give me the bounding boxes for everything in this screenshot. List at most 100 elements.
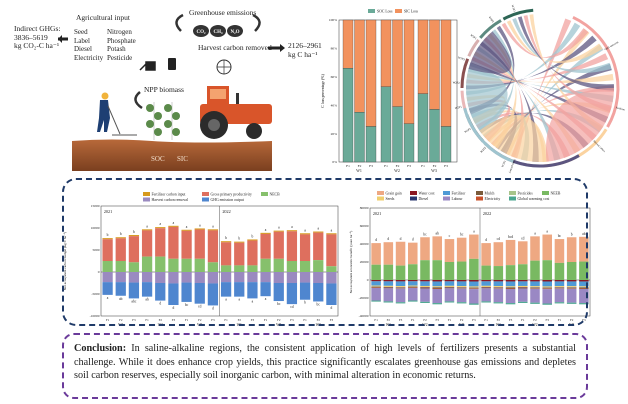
legend-label: Pesticides <box>518 192 534 196</box>
bar-grain-gain <box>420 237 430 261</box>
bar-fertilizer-cost <box>530 281 540 287</box>
bar-harvest-removal <box>155 272 166 283</box>
gas-cloud-icon <box>210 25 226 37</box>
bar-necb <box>141 256 153 272</box>
legend-label: Electricity <box>485 197 501 201</box>
wheel-hub <box>208 119 220 131</box>
bar-neeb <box>395 265 406 280</box>
bar-neeb <box>420 260 430 280</box>
significance-letter: abc <box>131 299 136 303</box>
bar-labour-cost <box>371 287 381 301</box>
chord-segment-label: W2F2 <box>453 81 461 84</box>
bar-fertilizer-cost <box>383 281 394 286</box>
significance-letter: a <box>265 297 267 301</box>
y-tick-label: 15000 <box>91 204 100 208</box>
bar-ghg-emission <box>141 282 153 297</box>
bar-harvest-removal <box>141 272 153 283</box>
y-tick-label: 20% <box>331 132 338 136</box>
y-tick-label: -20000 <box>359 296 369 300</box>
legend-label: Diesel <box>419 197 429 201</box>
significance-letter: b <box>252 234 254 238</box>
significance-letter: d <box>173 306 175 310</box>
legend-swatch <box>443 191 450 195</box>
bar-sic-loss <box>417 19 429 94</box>
sic-label: SIC <box>177 155 188 163</box>
bar-seeds-cost <box>371 285 381 287</box>
conclusion-label: Conclusion: <box>74 343 127 354</box>
x-tick-label: F1 <box>421 164 425 168</box>
bar-water-cost <box>566 280 577 282</box>
bar-grain-gain <box>408 242 418 265</box>
bar-harvest-removal <box>313 272 324 283</box>
bar-gpp <box>273 231 284 259</box>
chord-ribbon <box>506 20 603 64</box>
bar-water-cost <box>408 280 418 282</box>
bar-fertilizer-cost <box>554 281 565 287</box>
tractor-front-wheel <box>246 123 262 139</box>
bar-soc-loss <box>392 106 403 163</box>
bar-fertilizer-cost <box>395 281 406 287</box>
bar-fertilizer-carbon <box>141 229 153 231</box>
bar-gwc-cost <box>408 300 418 302</box>
bar-neeb <box>383 264 394 280</box>
bar-sic-loss <box>354 19 365 113</box>
harvest-label: Harvest carbon removed <box>198 43 272 52</box>
y-tick-label: 0 <box>367 278 369 282</box>
legend-label: Mulch <box>485 192 495 196</box>
significance-letter: d <box>212 306 214 310</box>
x-tick-label: F1 <box>411 318 415 322</box>
y-tick-label: 10000 <box>91 226 100 230</box>
bar-labour-cost <box>579 288 589 304</box>
chord-ribbon <box>466 62 508 131</box>
chord-segment-label: Gross primary <box>508 159 516 175</box>
bar-gwc-cost <box>554 302 565 304</box>
legend-swatch <box>476 191 483 195</box>
bar-neeb <box>481 265 491 280</box>
x-tick-label: F3 <box>172 318 176 322</box>
bar-fertilizer-carbon <box>313 231 324 233</box>
bar-gwc-cost <box>456 302 467 304</box>
bar-soc-loss <box>354 112 365 163</box>
legend-swatch <box>509 191 516 195</box>
bar-necb <box>168 258 179 272</box>
bar-neeb <box>456 261 467 280</box>
bar-labour-cost <box>505 288 516 304</box>
bar-grain-gain <box>444 239 455 262</box>
bar-gwc-cost <box>469 303 479 305</box>
plant-leaf <box>172 128 180 136</box>
npp-arrow-icon <box>134 91 143 110</box>
bar-harvest-removal <box>207 272 219 284</box>
input-item: Pesticide <box>107 53 133 62</box>
y-axis-title: Net ecosystem carbon budget (kg C ha⁻¹) <box>63 231 67 290</box>
bar-neeb <box>542 260 552 280</box>
input-item: Seed <box>74 28 88 36</box>
bar-fertilizer-carbon <box>326 233 337 235</box>
significance-letter: ab <box>145 298 149 302</box>
legend-swatch <box>261 192 268 196</box>
bar-ghg-emission <box>168 283 179 305</box>
bar-water-cost <box>542 280 552 282</box>
group-label: W1 <box>356 168 362 173</box>
significance-letter: ab <box>582 232 586 236</box>
legend-label: Water cost <box>419 192 436 196</box>
x-tick-label: F1 <box>374 318 378 322</box>
legend-swatch <box>143 192 150 196</box>
x-tick-label: F3 <box>399 318 403 322</box>
bar-ghg-emission <box>181 282 192 302</box>
bar-harvest-removal <box>115 272 126 283</box>
input-item: Phosphate <box>107 36 136 45</box>
bar-gpp <box>326 234 337 267</box>
greenhouse-title: Greenhouse emissions <box>189 8 257 17</box>
significance-letter: a <box>317 227 319 231</box>
significance-letter: a <box>534 231 536 235</box>
bar-water-cost <box>420 280 430 282</box>
significance-letter: a <box>107 296 109 300</box>
chord-segment-label: W1F1 <box>501 160 507 168</box>
x-tick-label: F1 <box>185 318 189 322</box>
significance-letter: d <box>485 238 487 242</box>
bar-neeb <box>371 264 381 280</box>
bar-fertilizer-cost <box>371 281 381 286</box>
bar-soc-loss <box>342 68 354 163</box>
chord-ribbon <box>500 44 604 153</box>
bar-gpp <box>194 229 205 259</box>
